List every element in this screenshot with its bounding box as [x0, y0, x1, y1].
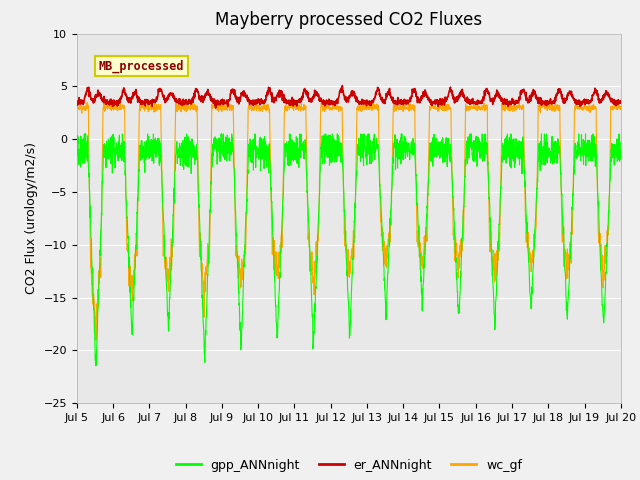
Text: MB_processed: MB_processed [99, 60, 184, 73]
Legend: gpp_ANNnight, er_ANNnight, wc_gf: gpp_ANNnight, er_ANNnight, wc_gf [171, 454, 527, 477]
Title: Mayberry processed CO2 Fluxes: Mayberry processed CO2 Fluxes [215, 11, 483, 29]
Y-axis label: CO2 Flux (urology/m2/s): CO2 Flux (urology/m2/s) [25, 143, 38, 294]
